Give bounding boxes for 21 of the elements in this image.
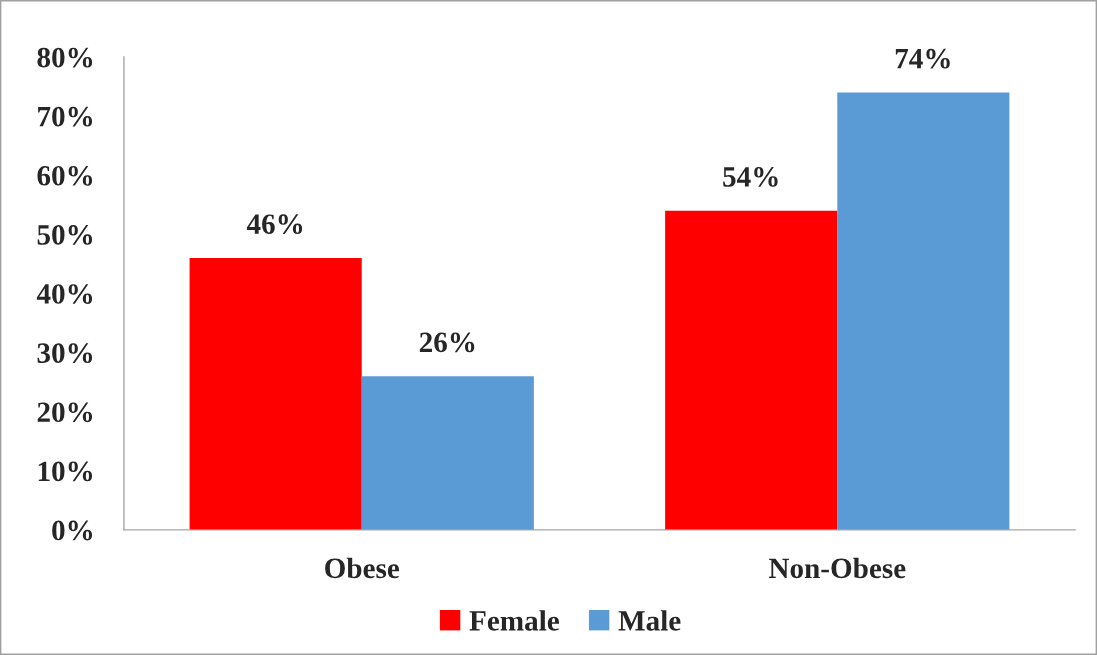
data-label: 74% <box>895 48 950 69</box>
y-tick-label: 40% <box>36 284 93 304</box>
data-label: 54% <box>723 167 778 187</box>
x-tick-label: Obese <box>325 557 400 579</box>
y-tick-label: 0% <box>52 520 93 541</box>
y-tick-label: 10% <box>38 461 93 482</box>
y-tick-label: 70% <box>38 106 93 127</box>
bar <box>189 257 362 530</box>
y-tick-label: 80% <box>37 47 93 68</box>
legend-label: Male <box>618 610 681 631</box>
bar <box>665 210 838 530</box>
y-tick-label: 60% <box>37 165 93 186</box>
bar <box>837 92 1010 530</box>
legend-label: Female <box>469 610 559 631</box>
y-tick-label: 30% <box>37 343 93 364</box>
bar <box>361 376 534 530</box>
data-label: 46% <box>246 214 303 235</box>
y-tick-label: 20% <box>37 402 93 423</box>
y-tick-label: 50% <box>37 225 93 245</box>
data-label: 26% <box>419 332 475 353</box>
x-tick-label: Non-Obese <box>768 557 906 579</box>
